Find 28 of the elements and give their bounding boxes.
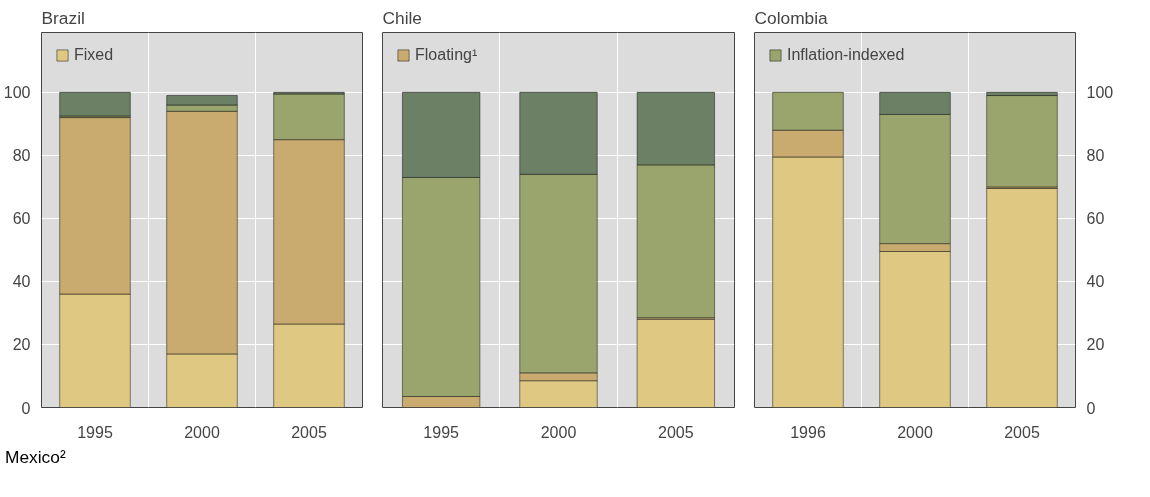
x-tick-label: 2000 <box>897 423 933 441</box>
y-tick-label: 100 <box>3 84 31 102</box>
x-tick-label: 1995 <box>423 423 460 441</box>
chart-title: Chile <box>382 7 422 28</box>
y-tick-label: 40 <box>12 273 31 291</box>
x-tick-label: 1995 <box>77 423 113 441</box>
y2-tick-label: 40 <box>1086 273 1105 291</box>
y-tick-label: 80 <box>12 147 31 165</box>
chart-title: Colombia <box>754 7 829 28</box>
x-tick-label: 2000 <box>184 423 220 441</box>
legend-label: Floating¹ <box>415 46 478 64</box>
legend-label: Fixed <box>74 46 114 64</box>
y-tick-label: 60 <box>12 210 31 228</box>
text: Mexico² <box>5 446 66 469</box>
y2-tick-label: 0 <box>1086 399 1096 417</box>
x-tick-label: 2005 <box>291 423 327 441</box>
x-tick-label: 2000 <box>540 423 577 441</box>
y2-tick-label: 60 <box>1086 210 1105 228</box>
legend-label: Inflation-indexed <box>787 46 905 64</box>
y2-tick-label: 20 <box>1086 336 1105 354</box>
chart-title: Brazil <box>41 7 85 28</box>
x-tick-label: 1996 <box>790 423 826 441</box>
y2-tick-label: 100 <box>1086 84 1114 102</box>
x-tick-label: 2005 <box>1004 423 1040 441</box>
y-tick-label: 20 <box>12 336 31 354</box>
x-tick-label: 2005 <box>658 423 694 441</box>
y2-tick-label: 80 <box>1086 147 1105 165</box>
y-tick-label: 0 <box>21 399 31 417</box>
